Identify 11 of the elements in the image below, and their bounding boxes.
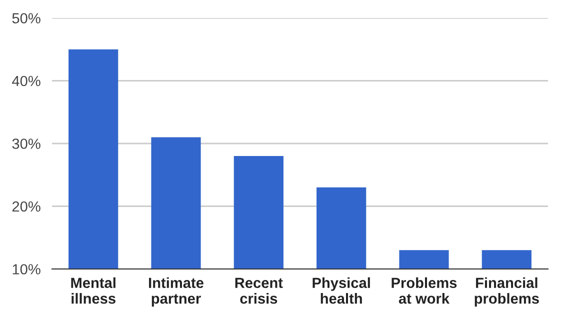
x-tick-label: Physical health [312, 277, 370, 304]
y-tick-label: 50% [12, 13, 40, 24]
x-tick-label: Problems at work [392, 277, 457, 304]
y-tick-label: 10% [12, 264, 40, 274]
y-tick-label: 40% [12, 76, 40, 86]
y-tick-label: 20% [12, 201, 40, 212]
x-tick-label: Mental illness [71, 277, 116, 304]
x-tick-label: Intimate partner [149, 277, 204, 307]
x-tick-label: Financial problems [474, 277, 539, 307]
x-tick-label: Recent crisis [235, 278, 283, 304]
y-tick-label: 30% [12, 138, 40, 149]
